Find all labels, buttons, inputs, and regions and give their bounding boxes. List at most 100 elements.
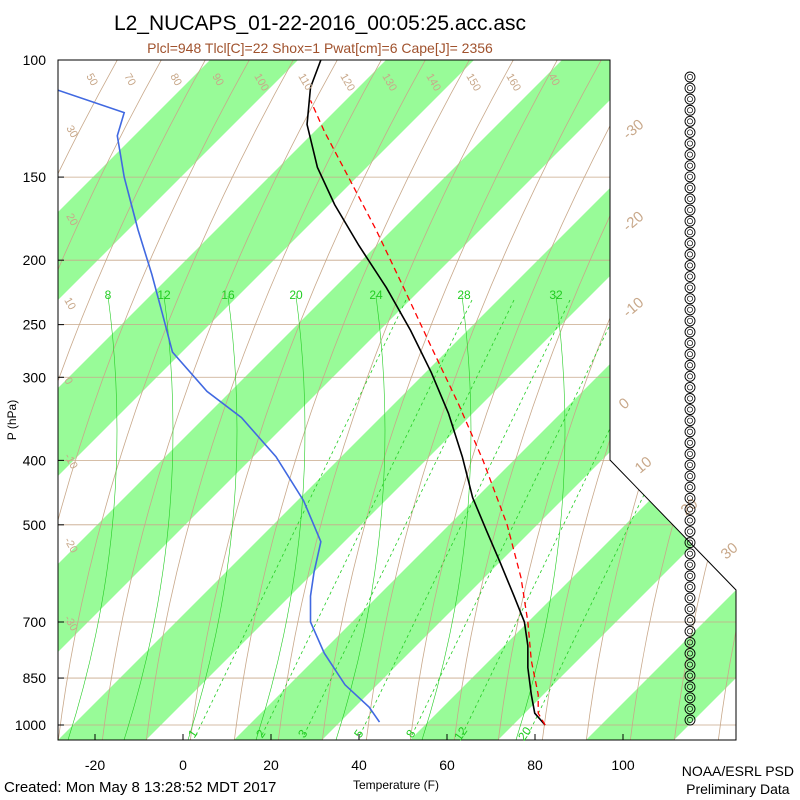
x-axis-ticks: -20 0 20 40 60 80 100: [85, 734, 635, 773]
station-marker: [684, 681, 696, 693]
mixing-ratio-label: 32: [549, 288, 563, 302]
station-marker: [684, 492, 696, 504]
moist-adiabat: [123, 295, 174, 740]
dry-adiabat: [58, 60, 185, 740]
station-marker: [684, 548, 696, 560]
green-band: [58, 60, 378, 740]
dry-adiabat: [143, 60, 405, 740]
sounding-profiles: [58, 60, 546, 726]
dry-adiabat: [58, 60, 141, 740]
station-marker: [684, 404, 696, 416]
credit-status: Preliminary Data: [686, 781, 790, 797]
station-marker: [684, 625, 696, 637]
dry-adiabat: [99, 60, 361, 740]
dry-adiabat-label: 120: [337, 72, 357, 94]
station-marker: [684, 526, 696, 537]
x-tick-label: 60: [439, 757, 455, 773]
station-marker: [684, 359, 696, 371]
moist-adiabat: [255, 295, 306, 740]
station-marker: [684, 448, 696, 460]
station-marker: [684, 126, 696, 138]
y-tick-label: 150: [23, 169, 47, 185]
station-marker: [684, 248, 696, 260]
station-marker: [684, 82, 696, 94]
dry-adiabat: [671, 60, 736, 740]
isotherm-label: 30: [718, 539, 742, 563]
dry-adiabat-label: 10: [61, 296, 78, 313]
chart-subtitle: Plcl=948 Tlcl[C]=22 Shox=1 Pwat[cm]=6 Ca…: [147, 40, 493, 56]
mixing-ratio-label: 8: [105, 288, 112, 302]
dry-adiabat: [275, 60, 537, 740]
moist-adiabat: [187, 295, 238, 740]
x-tick-label: -20: [85, 757, 105, 773]
station-marker: [684, 237, 696, 249]
temperature-profile: [306, 60, 546, 726]
y-tick-label: 1000: [15, 717, 46, 733]
moist-adiabat: [421, 295, 472, 740]
dry-adiabat: [58, 60, 273, 740]
x-tick-label: 0: [179, 757, 187, 773]
parcel-profile: [309, 100, 546, 726]
station-marker: [684, 393, 696, 404]
station-marker: [684, 348, 696, 360]
station-marker: [684, 160, 696, 172]
mixing-ratio-line: [303, 299, 515, 736]
station-marker: [684, 481, 696, 493]
station-marker: [684, 149, 696, 161]
station-marker: [684, 636, 696, 648]
mixing-ratio-label: 1: [185, 727, 200, 741]
isotherm-label: 10: [632, 453, 656, 477]
station-marker: [684, 315, 696, 327]
station-column-markers: [684, 71, 696, 726]
station-marker: [684, 592, 696, 604]
y-tick-label: 300: [23, 369, 47, 385]
station-marker: [684, 503, 696, 515]
station-marker: [684, 204, 696, 216]
dry-adiabat-label: 0: [61, 376, 74, 387]
station-marker: [684, 603, 696, 615]
station-marker: [684, 514, 696, 526]
station-marker: [684, 93, 696, 105]
station-marker: [684, 470, 696, 482]
mixing-ratio-label: 24: [369, 288, 383, 302]
mixing-ratio-label: 28: [457, 288, 471, 302]
green-band: [586, 60, 736, 740]
dry-adiabat: [187, 60, 449, 740]
station-marker: [684, 670, 696, 682]
y-tick-label: 200: [23, 252, 47, 268]
station-marker: [684, 171, 696, 183]
station-marker: [684, 437, 696, 449]
creation-timestamp: Created: Mon May 8 13:28:52 MDT 2017: [4, 779, 277, 796]
station-marker: [684, 293, 696, 305]
mixing-ratio-line: [411, 299, 623, 736]
y-tick-label: 700: [23, 614, 47, 630]
station-marker: [684, 115, 696, 127]
station-marker: [684, 559, 696, 571]
station-marker: [684, 426, 696, 438]
green-band: [762, 0, 800, 740]
station-marker: [684, 260, 696, 271]
isotherm-label: 0: [616, 395, 633, 413]
mixing-ratio-lines: [67, 295, 736, 740]
dry-adiabat: [363, 60, 625, 740]
station-marker: [684, 337, 696, 349]
dry-adiabat-label: 160: [503, 72, 523, 94]
dry-adiabat-label: 90: [209, 72, 226, 89]
mixing-ratio-line: [359, 299, 571, 736]
mixing-ratio-line: [261, 299, 473, 736]
green-band: [58, 60, 554, 740]
dry-adiabat-label: 150: [463, 72, 483, 94]
station-marker: [684, 581, 696, 593]
station-marker: [684, 692, 696, 704]
isotherm-label: -30: [620, 116, 648, 143]
moist-adiabat: [515, 295, 566, 740]
dry-adiabat-label: 110: [295, 72, 314, 93]
dewpoint-profile: [58, 81, 381, 723]
station-marker: [684, 71, 696, 83]
y-tick-label: 500: [23, 517, 47, 533]
station-marker: [684, 714, 696, 726]
station-marker: [684, 381, 696, 393]
dry-adiabat-label: 50: [83, 72, 100, 89]
dry-adiabat: [760, 20, 800, 760]
